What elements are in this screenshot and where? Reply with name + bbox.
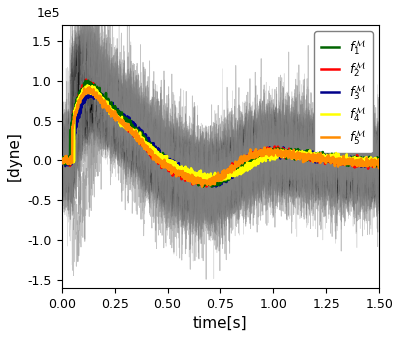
$f_3^\mathcal{M}$ <box>59 162 64 166</box>
Line: $f_5^\mathcal{M}$: $f_5^\mathcal{M}$ <box>62 87 379 187</box>
$f_5^\mathcal{M}$ <box>87 85 92 89</box>
$f_3^\mathcal{M}$ <box>377 163 382 167</box>
$f_1^\mathcal{M}$ <box>97 92 102 96</box>
Line: $f_4^\mathcal{M}$: $f_4^\mathcal{M}$ <box>62 85 379 180</box>
$f_4^\mathcal{M}$ <box>97 92 102 96</box>
$f_5^\mathcal{M}$ <box>377 161 382 165</box>
$f_3^\mathcal{M}$ <box>201 179 206 183</box>
$f_4^\mathcal{M}$ <box>85 83 90 87</box>
$f_3^\mathcal{M}$ <box>97 92 102 96</box>
$f_1^\mathcal{M}$ <box>84 84 89 88</box>
$f_4^\mathcal{M}$ <box>207 174 212 178</box>
$f_1^\mathcal{M}$ <box>207 179 212 184</box>
$f_2^\mathcal{M}$ <box>59 157 64 161</box>
$f_2^\mathcal{M}$ <box>207 179 212 183</box>
Text: 1e5: 1e5 <box>36 7 60 20</box>
$f_4^\mathcal{M}$ <box>84 85 89 89</box>
$f_4^\mathcal{M}$ <box>201 175 206 179</box>
$f_5^\mathcal{M}$ <box>194 181 199 185</box>
$f_5^\mathcal{M}$ <box>97 94 102 98</box>
Legend: $f_1^\mathcal{M}$, $f_2^\mathcal{M}$, $f_3^\mathcal{M}$, $f_4^\mathcal{M}$, $f_5: $f_1^\mathcal{M}$, $f_2^\mathcal{M}$, $f… <box>314 31 373 153</box>
$f_2^\mathcal{M}$ <box>240 159 245 163</box>
$f_2^\mathcal{M}$ <box>84 78 88 82</box>
$f_5^\mathcal{M}$ <box>240 155 245 159</box>
$f_2^\mathcal{M}$ <box>204 185 209 189</box>
$f_5^\mathcal{M}$ <box>200 185 204 189</box>
$f_4^\mathcal{M}$ <box>377 162 382 166</box>
Y-axis label: [dyne]: [dyne] <box>7 131 22 182</box>
$f_4^\mathcal{M}$ <box>59 160 64 164</box>
$f_1^\mathcal{M}$ <box>201 177 206 181</box>
$f_3^\mathcal{M}$ <box>88 88 92 92</box>
$f_1^\mathcal{M}$ <box>194 177 199 181</box>
$f_2^\mathcal{M}$ <box>84 85 89 89</box>
$f_3^\mathcal{M}$ <box>240 165 245 169</box>
$f_1^\mathcal{M}$ <box>377 160 382 164</box>
Line: $f_1^\mathcal{M}$: $f_1^\mathcal{M}$ <box>62 81 379 187</box>
$f_2^\mathcal{M}$ <box>377 162 382 166</box>
$f_1^\mathcal{M}$ <box>86 79 90 83</box>
X-axis label: time[s]: time[s] <box>193 316 248 331</box>
$f_5^\mathcal{M}$ <box>84 88 89 92</box>
$f_3^\mathcal{M}$ <box>194 175 199 179</box>
Line: $f_2^\mathcal{M}$: $f_2^\mathcal{M}$ <box>62 80 379 187</box>
$f_5^\mathcal{M}$ <box>201 178 206 183</box>
$f_4^\mathcal{M}$ <box>194 171 199 175</box>
$f_1^\mathcal{M}$ <box>201 185 206 189</box>
$f_1^\mathcal{M}$ <box>240 166 245 170</box>
$f_2^\mathcal{M}$ <box>194 176 199 180</box>
Line: $f_3^\mathcal{M}$: $f_3^\mathcal{M}$ <box>62 90 379 187</box>
$f_3^\mathcal{M}$ <box>84 95 89 99</box>
$f_4^\mathcal{M}$ <box>240 166 245 170</box>
$f_2^\mathcal{M}$ <box>97 91 102 95</box>
$f_5^\mathcal{M}$ <box>207 177 212 182</box>
$f_3^\mathcal{M}$ <box>214 185 218 189</box>
$f_3^\mathcal{M}$ <box>206 180 211 185</box>
$f_5^\mathcal{M}$ <box>59 161 64 165</box>
$f_1^\mathcal{M}$ <box>59 158 64 162</box>
$f_4^\mathcal{M}$ <box>206 178 211 183</box>
$f_2^\mathcal{M}$ <box>201 180 206 185</box>
